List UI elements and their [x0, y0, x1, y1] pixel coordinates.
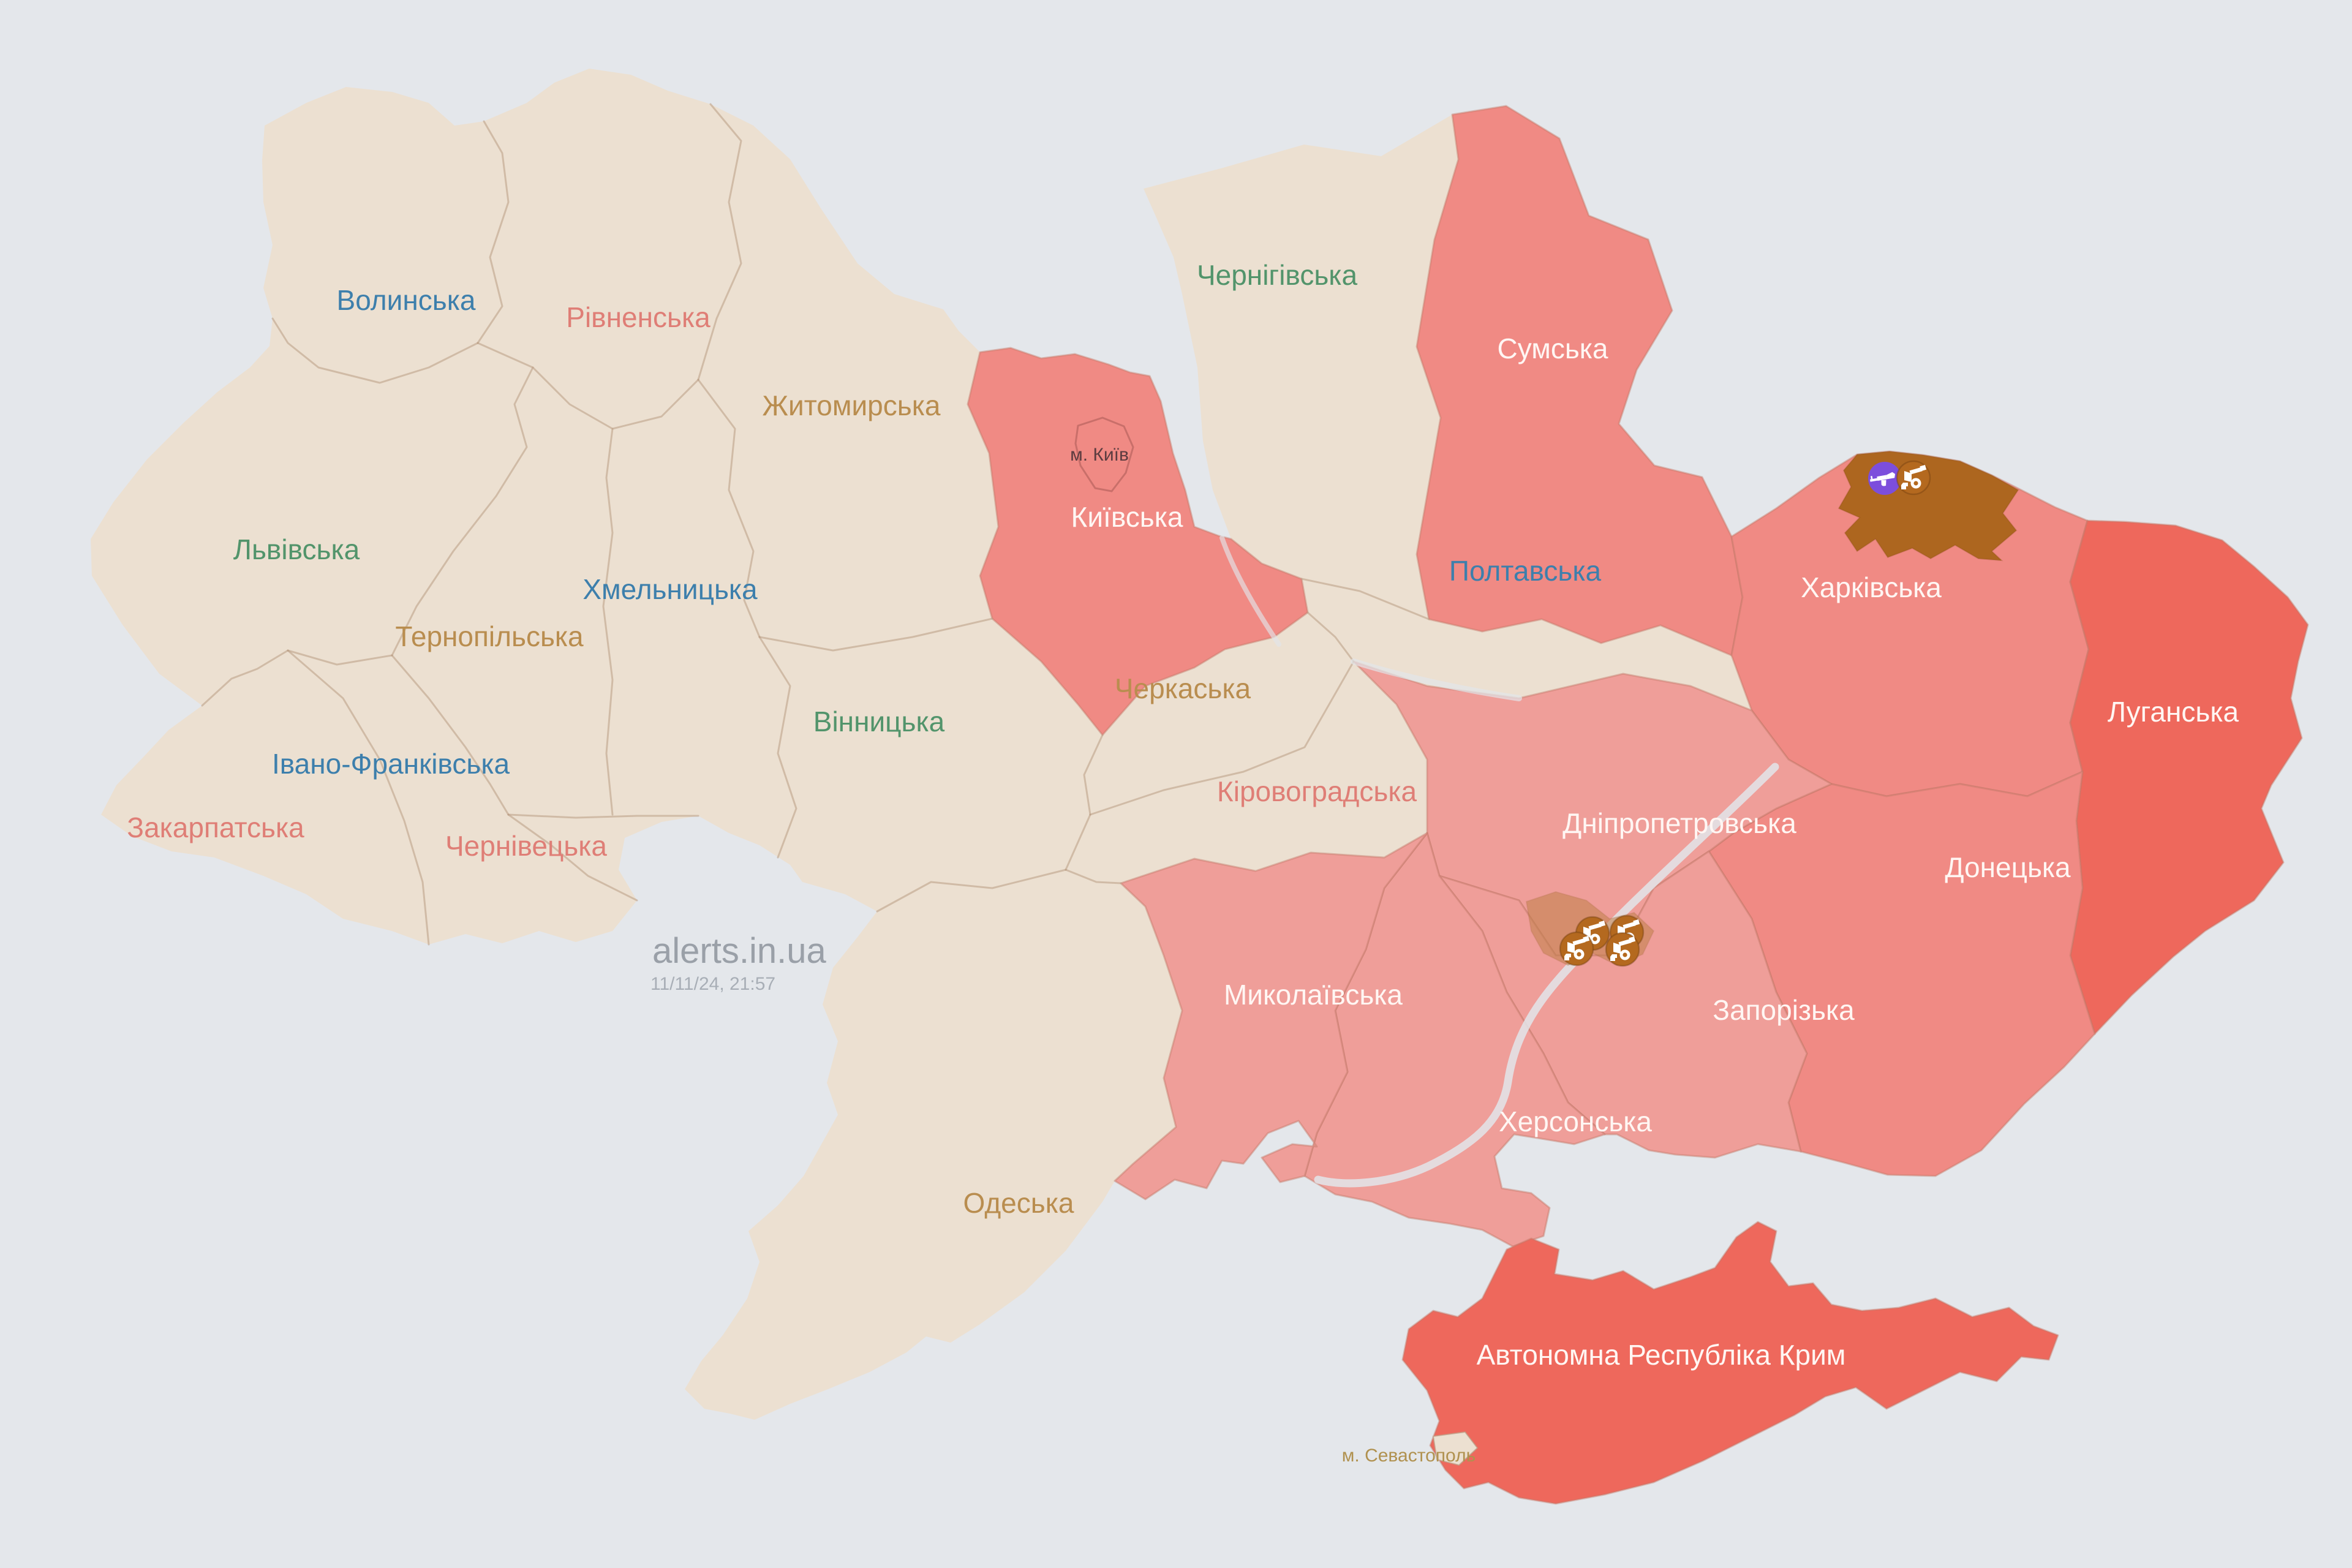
region-label-chernihivska: Чернігівська: [1197, 259, 1357, 291]
region-label-cherkaska: Черкаська: [1115, 673, 1251, 704]
region-label-sumska: Сумська: [1497, 333, 1608, 364]
region-label-ivano-frankivska: Івано-Франківська: [272, 748, 510, 780]
watermark: alerts.in.ua 11/11/24, 21:57: [650, 931, 826, 994]
watermark-site: alerts.in.ua: [652, 931, 826, 971]
region-label-lvivska: Львівська: [233, 533, 360, 565]
region-label-poltavska: Полтавська: [1449, 555, 1602, 587]
region-mykolaivska[interactable]: [1114, 832, 1428, 1200]
alert-oblasts: [967, 105, 2309, 1505]
region-label-kharkivska: Харківська: [1801, 571, 1942, 603]
region-label-chernivetska: Чернівецька: [445, 830, 607, 862]
region-label-kyivska: Київська: [1071, 501, 1183, 533]
region-label-dnipropetrovska: Дніпропетровська: [1562, 807, 1796, 839]
region-label-rivnenska: Рівненська: [566, 301, 710, 333]
region-label-mykolaivska: Миколаївська: [1224, 979, 1403, 1011]
oblast-borders: [201, 103, 1430, 946]
watermark-timestamp: 11/11/24, 21:57: [650, 974, 775, 994]
artillery-icon[interactable]: [1896, 460, 1931, 496]
region-label-khmelnytska: Хмельницька: [582, 573, 758, 605]
region-label-vinnytska: Вінницька: [813, 706, 945, 737]
artillery-icon[interactable]: [1605, 932, 1640, 967]
region-label-zakarpatska: Закарпатська: [127, 812, 304, 843]
region-label-donetska: Донецька: [1945, 851, 2071, 883]
region-label-odeska: Одеська: [963, 1187, 1074, 1219]
region-label-kirovohradska: Кіровоградська: [1217, 775, 1417, 807]
city-label-kyiv-city: м. Київ: [1070, 445, 1129, 465]
region-label-zaporizka: Запорізька: [1713, 994, 1855, 1026]
region-label-khersonska: Херсонська: [1499, 1106, 1652, 1137]
city-kyiv-area[interactable]: [1074, 417, 1134, 492]
city-label-sevastopol: м. Севастополь: [1342, 1446, 1476, 1466]
city-sevastopol-area[interactable]: [1432, 1431, 1479, 1466]
region-labels: Волинська Рівненська Житомирська Київська Че…: [127, 259, 2239, 1466]
dnipro-river: [1219, 535, 1779, 1188]
region-label-volynska: Волинська: [337, 284, 476, 316]
region-label-luhanska: Луганська: [2108, 696, 2239, 728]
artillery-icon[interactable]: [1559, 931, 1594, 967]
region-label-crimea: Автономна Республіка Крим: [1477, 1339, 1846, 1371]
region-label-zhytomyrska: Житомирська: [763, 390, 941, 421]
region-label-ternopilska: Тернопільська: [395, 620, 584, 652]
region-crimea[interactable]: [1401, 1221, 2059, 1505]
